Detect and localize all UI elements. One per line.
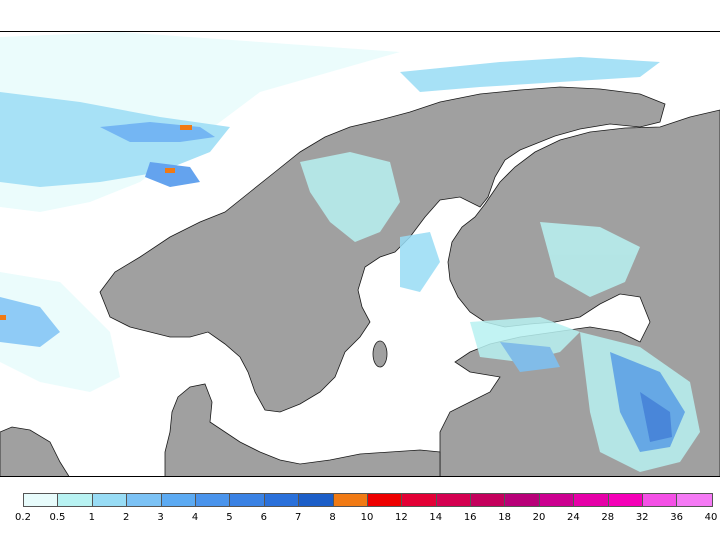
- legend-swatch: [608, 494, 644, 506]
- legend-tick-label: 0.2: [15, 512, 31, 523]
- legend-swatch: [230, 494, 265, 506]
- legend-swatch: [92, 494, 128, 506]
- precipitation-map: [0, 32, 720, 476]
- legend-swatch: [264, 494, 300, 506]
- legend-tick-label: 6: [260, 512, 267, 523]
- island-gotland: [372, 340, 388, 368]
- precipitation-layer: [0, 32, 700, 472]
- legend-swatch: [367, 494, 403, 506]
- legend-tick-label: 12: [395, 512, 408, 523]
- land-scandinavia: [99, 86, 666, 413]
- legend-tick-label: 16: [463, 512, 477, 523]
- legend-swatch: [539, 494, 575, 506]
- legend-tick-label: 8: [329, 512, 336, 523]
- legend-tick-label: 24: [567, 512, 580, 523]
- legend-tick-label: 7: [295, 512, 302, 523]
- legend-swatch: [643, 494, 678, 506]
- legend-swatch: [161, 494, 196, 506]
- legend-tick-label: 4: [191, 512, 199, 523]
- legend-tick-label: 32: [635, 512, 649, 523]
- legend-swatch: [58, 494, 93, 506]
- precip-max-marker: [180, 125, 192, 130]
- precip-max-marker: [0, 315, 6, 320]
- legend-swatch: [195, 494, 231, 506]
- color-legend: [23, 493, 713, 507]
- legend-tick-label: 36: [670, 512, 683, 523]
- legend-tick-label: 40: [704, 512, 718, 523]
- map-panel: [0, 31, 720, 477]
- legend-tick-label: 28: [601, 512, 615, 523]
- legend-bar: [23, 493, 713, 507]
- land-northwest-coast: [0, 426, 70, 476]
- precip-max-marker: [165, 168, 175, 173]
- legend-tick-label: 3: [157, 512, 164, 523]
- legend-tick-label: 20: [532, 512, 546, 523]
- legend-swatch: [24, 494, 59, 506]
- legend-labels: 0.2 0.5 1 2 3 4 5 6 7 8 10 12 14 16 18 20 24 28 32 36 40: [0, 512, 720, 526]
- legend-tick-label: 14: [429, 512, 443, 523]
- legend-swatch: [333, 494, 368, 506]
- legend-tick-label: 1: [88, 512, 95, 523]
- legend-swatch: [471, 494, 506, 506]
- legend-swatch: [574, 494, 609, 506]
- legend-tick-label: 2: [123, 512, 130, 523]
- legend-tick-label: 18: [498, 512, 511, 523]
- legend-swatch: [127, 494, 162, 506]
- legend-swatch: [677, 494, 712, 506]
- legend-swatch: [505, 494, 540, 506]
- legend-swatch: [299, 494, 334, 506]
- legend-swatch: [436, 494, 472, 506]
- legend-tick-label: 0.5: [49, 512, 66, 523]
- legend-tick-label: 10: [360, 512, 374, 523]
- legend-swatch: [402, 494, 437, 506]
- land-denmark-germany-poland: [164, 383, 441, 476]
- legend-tick-label: 5: [226, 512, 233, 523]
